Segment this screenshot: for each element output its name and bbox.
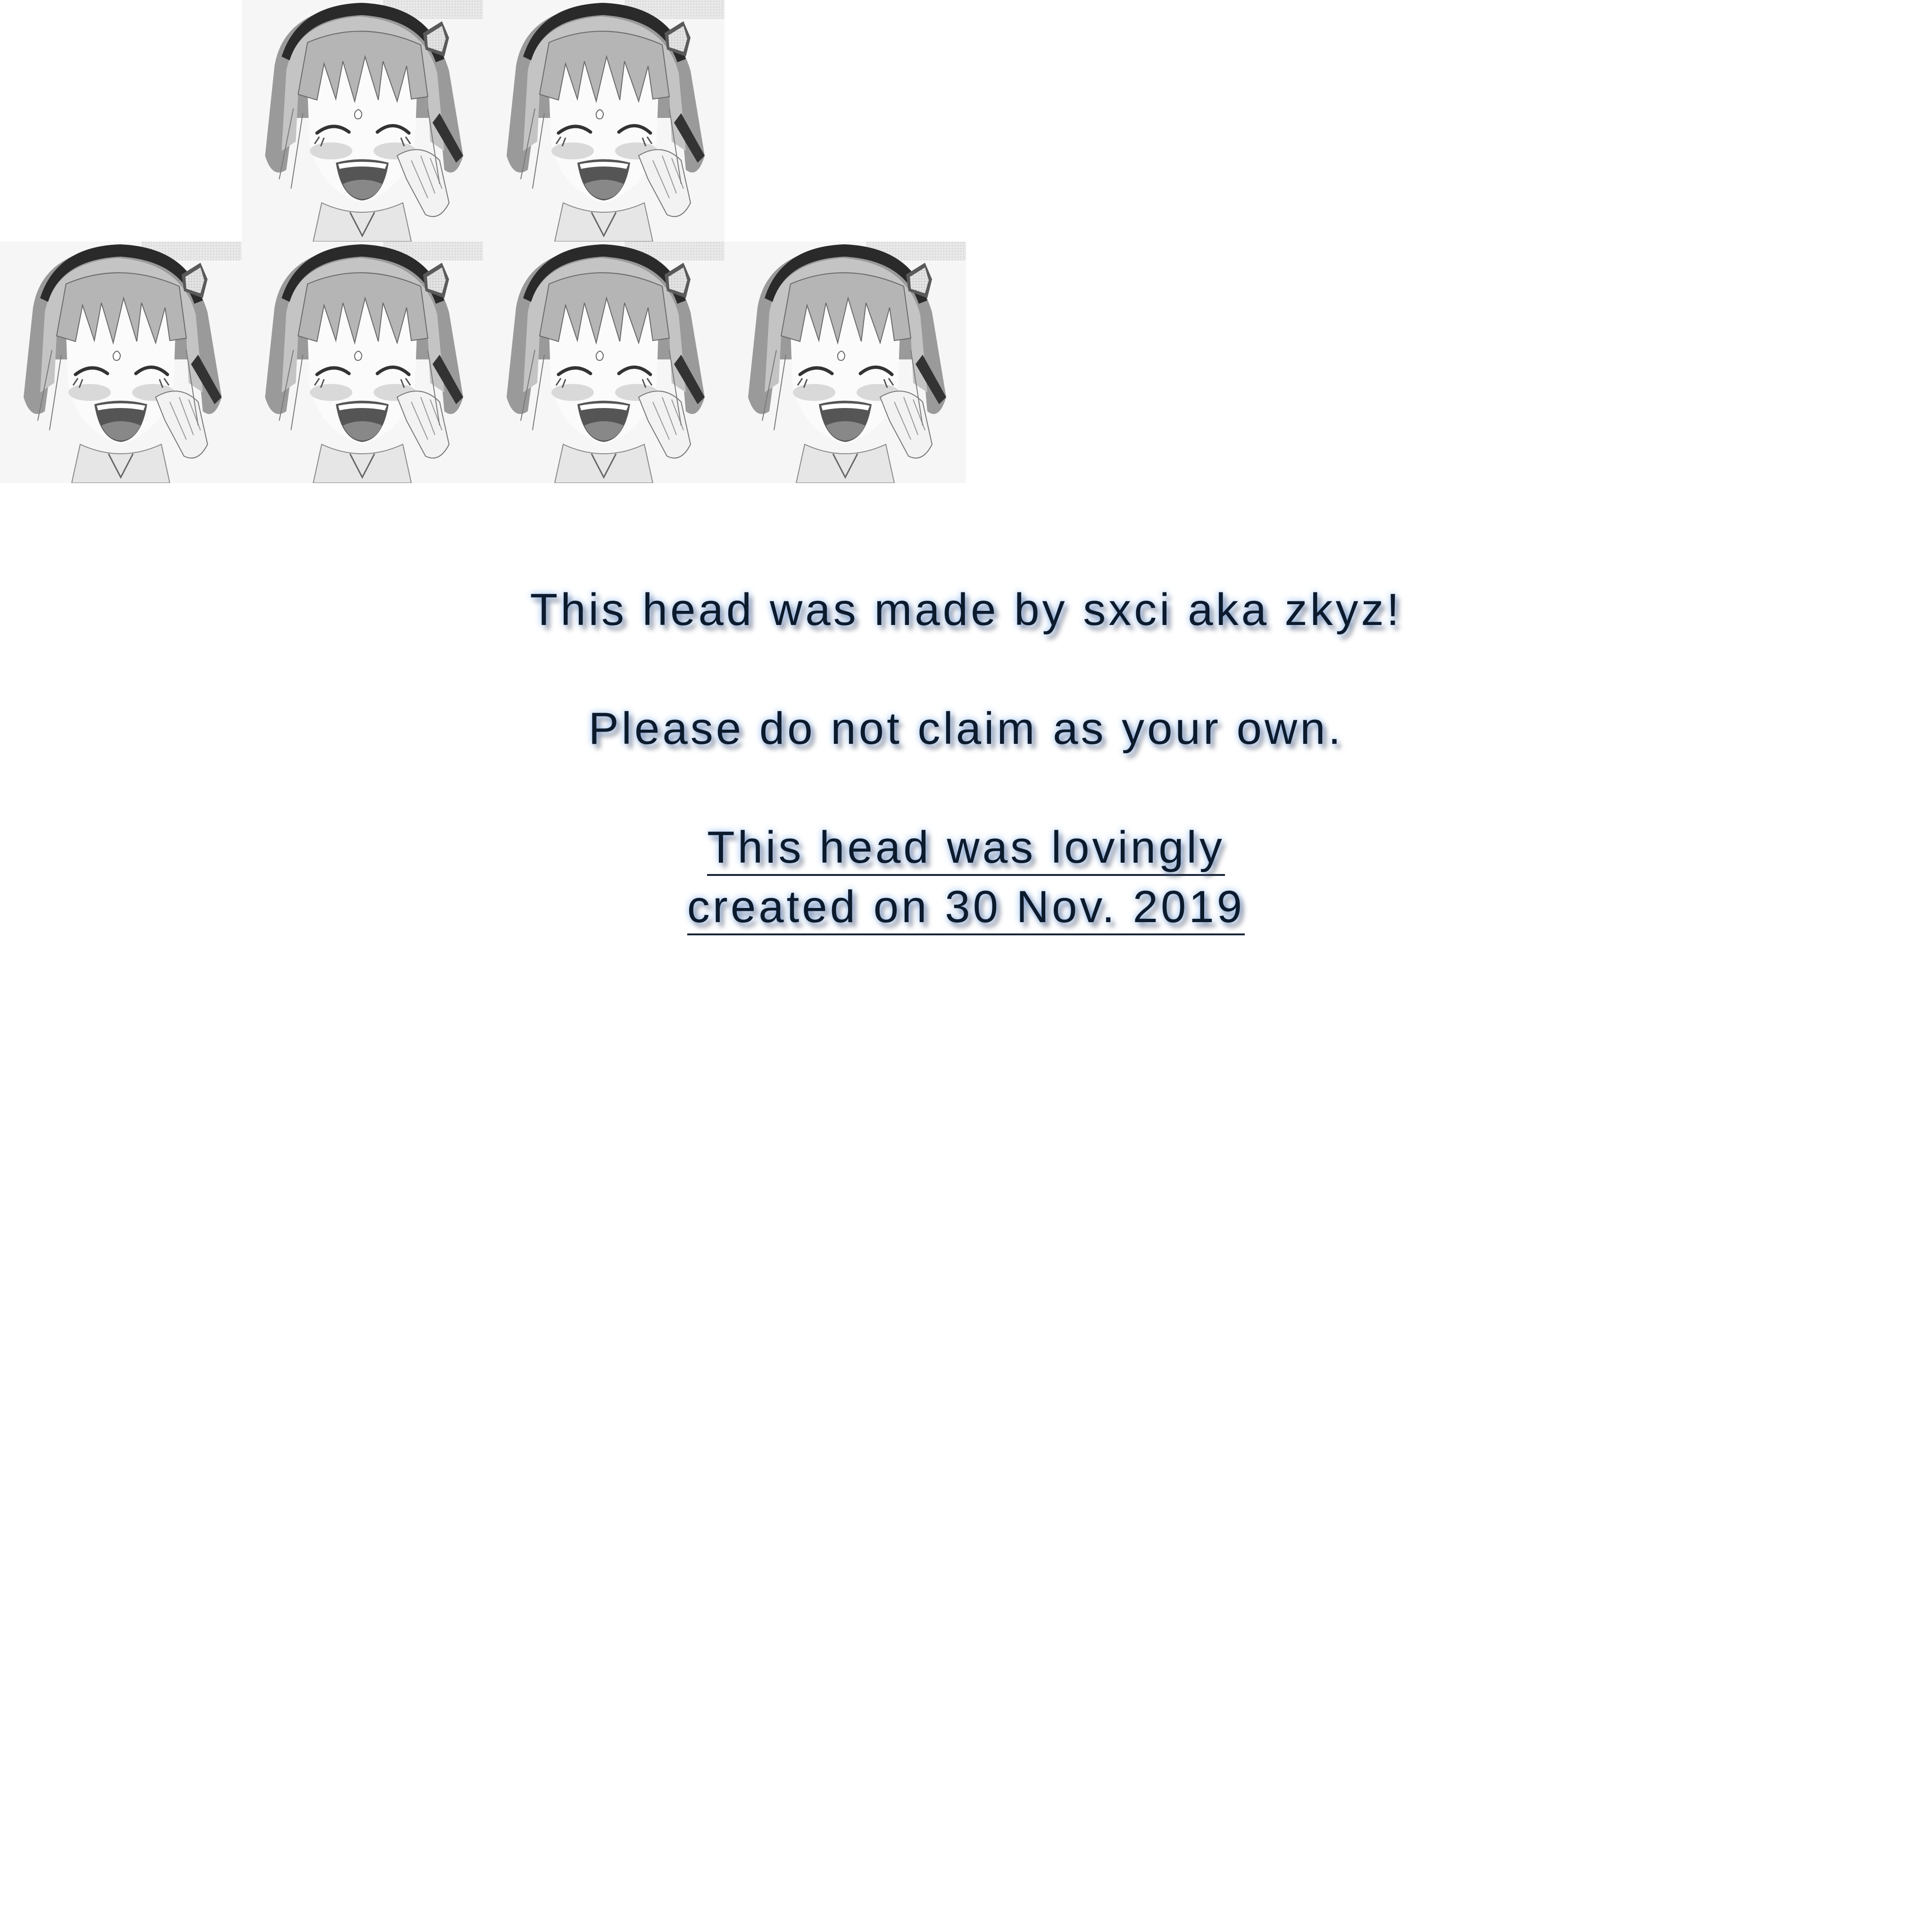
anime-face-image (724, 242, 966, 483)
author-credit: This head was made by sxci aka zkyz! (530, 584, 1402, 635)
face-tile (483, 242, 724, 483)
creation-date-line-2: created on 30 Nov. 2019 (0, 877, 1932, 937)
spacer (0, 640, 1932, 699)
face-tile (483, 0, 724, 242)
creation-note-text: This head was lovingly (707, 821, 1225, 876)
spacer (0, 758, 1932, 818)
skin-texture-grid (0, 0, 966, 483)
creation-date-line-1: This head was lovingly (0, 818, 1932, 877)
creation-date-text: created on 30 Nov. 2019 (687, 881, 1245, 935)
anime-face-image (0, 242, 242, 483)
face-tile (0, 242, 242, 483)
ownership-notice: Please do not claim as your own. (588, 703, 1344, 754)
anime-face-image (242, 242, 483, 483)
anime-face-image (483, 0, 724, 242)
face-tile (724, 242, 966, 483)
face-tile (242, 242, 483, 483)
anime-face-image (242, 0, 483, 242)
credits-text-block: This head was made by sxci aka zkyz! Ple… (0, 580, 1932, 937)
anime-face-image (483, 242, 724, 483)
face-tile (242, 0, 483, 242)
